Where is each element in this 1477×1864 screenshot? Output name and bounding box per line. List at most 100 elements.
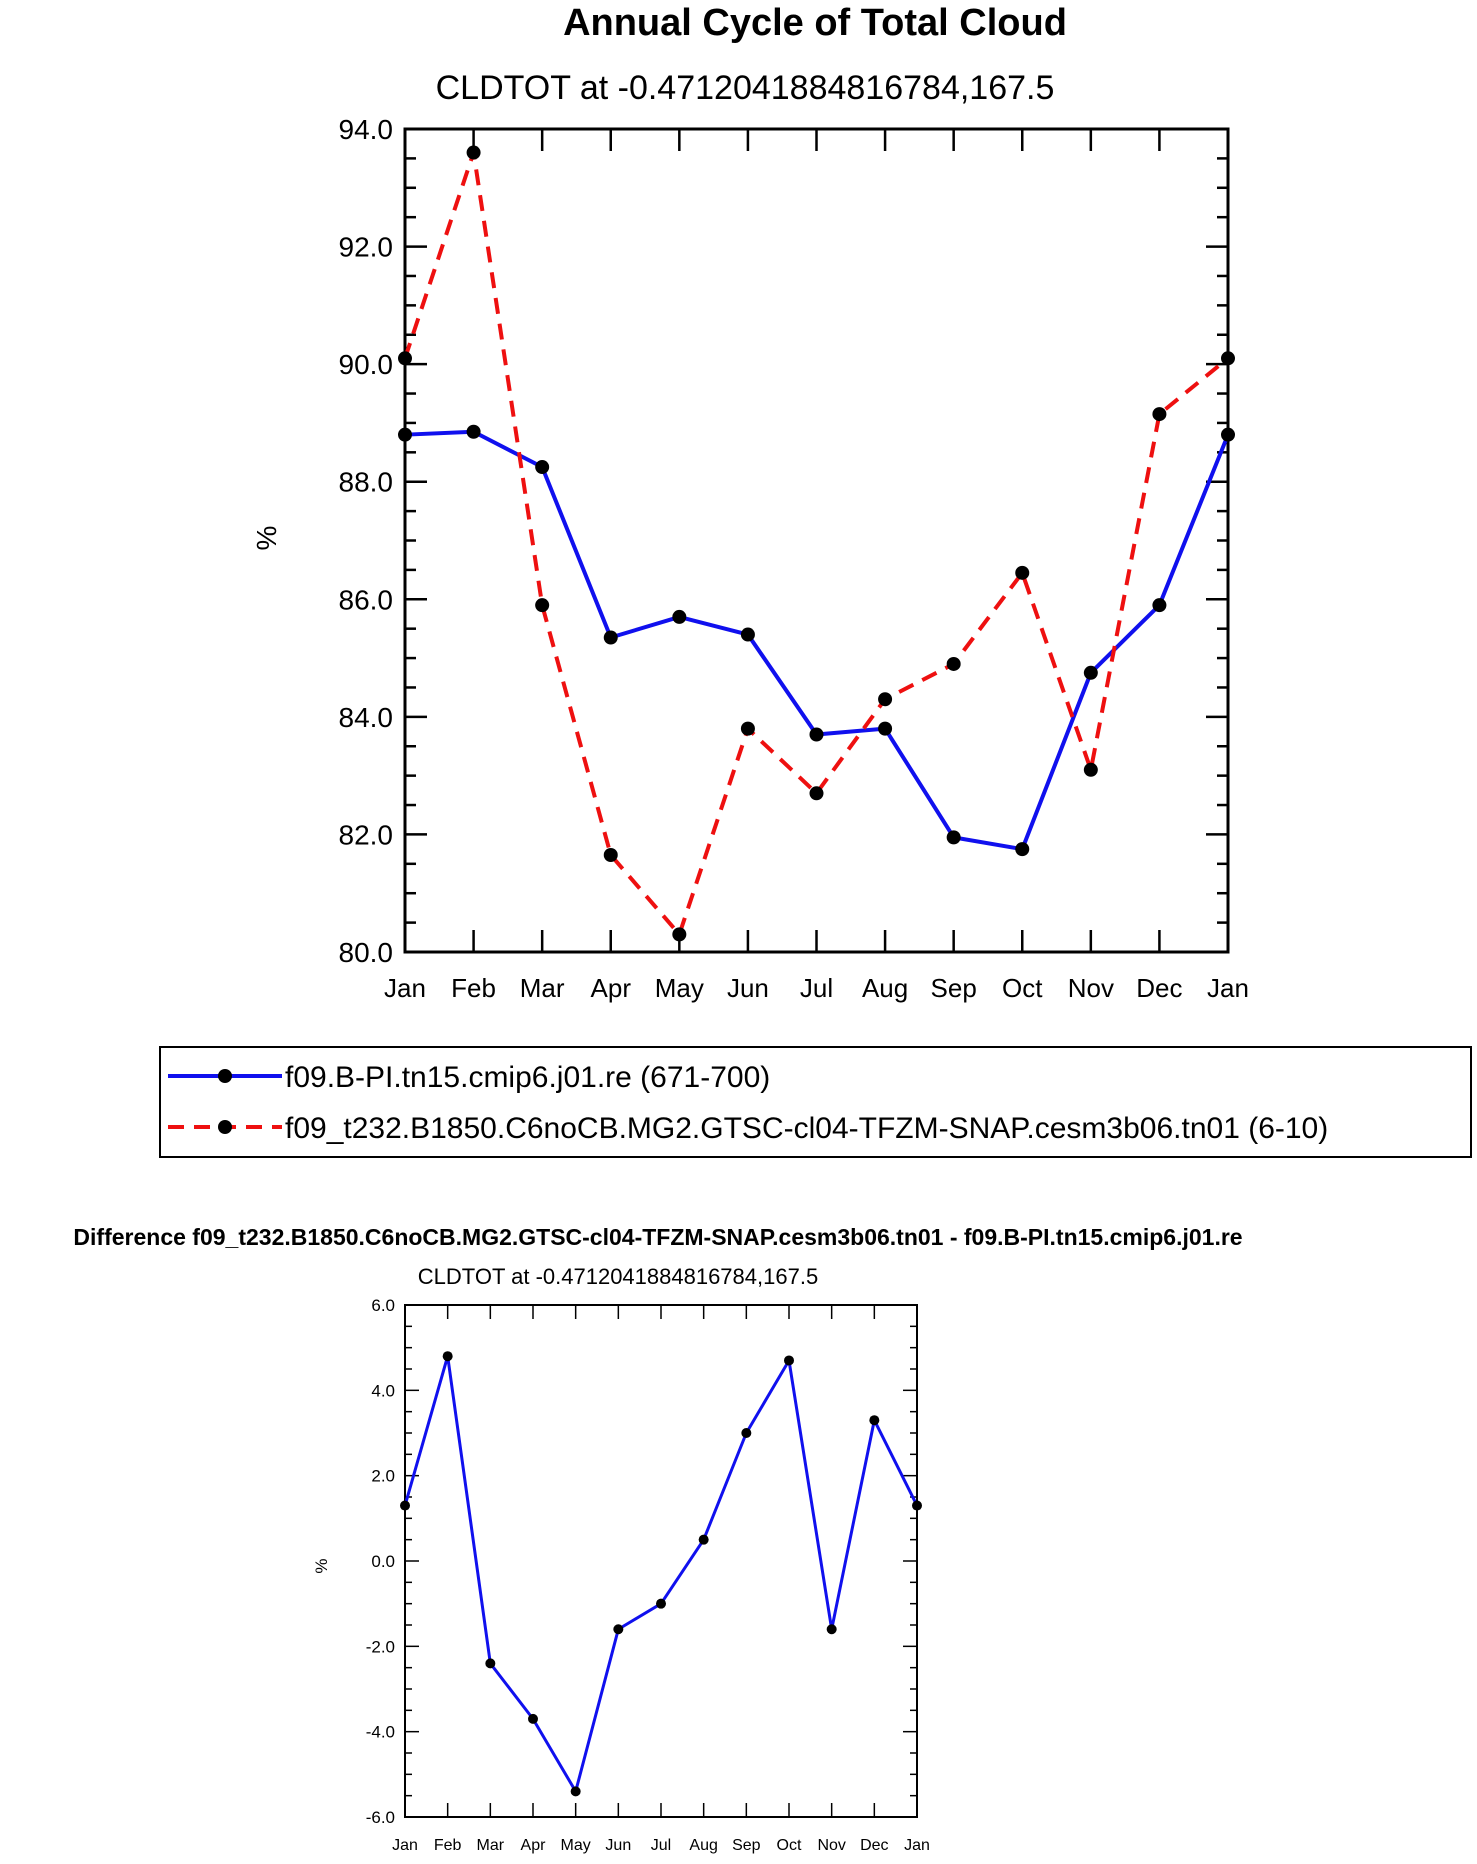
data-point-series-1	[740, 627, 755, 642]
data-point-series-1	[946, 830, 961, 845]
data-point-series-1	[672, 609, 687, 624]
x-tick-label: Jan	[904, 1837, 930, 1854]
data-point-series-2	[809, 786, 824, 801]
x-tick-label: Jun	[605, 1837, 631, 1854]
y-tick-label: 90.0	[339, 349, 394, 380]
y-tick-label: -2.0	[366, 1637, 395, 1656]
x-tick-label: Jul	[800, 973, 833, 1003]
legend-label-series-2: f09_t232.B1850.C6noCB.MG2.GTSC-cl04-TFZM…	[285, 1112, 1328, 1145]
x-tick-label: Jan	[1207, 973, 1249, 1003]
y-tick-label: -6.0	[366, 1808, 395, 1827]
data-point-series-1	[485, 1658, 496, 1669]
data-point-series-2	[1221, 351, 1235, 366]
x-tick-label: Mar	[477, 1837, 505, 1854]
x-tick-label: Aug	[862, 973, 908, 1003]
y-tick-label: 82.0	[339, 819, 394, 850]
x-tick-label: May	[655, 973, 704, 1003]
difference-y-axis-label: %	[312, 1558, 331, 1573]
difference-chart: Difference f09_t232.B1850.C6noCB.MG2.GTS…	[73, 1224, 1242, 1854]
data-point-series-1	[869, 1415, 880, 1426]
data-point-series-2	[535, 598, 550, 613]
x-tick-label: Nov	[1068, 973, 1114, 1003]
data-point-series-2	[946, 656, 961, 671]
plot-frame	[404, 1304, 918, 1818]
data-point-series-1	[826, 1624, 837, 1635]
x-tick-label: May	[561, 1837, 591, 1854]
annual-cycle-chart: Annual Cycle of Total Cloud CLDTOT at -0…	[159, 2, 1472, 1158]
legend-label-series-1: f09.B-PI.tn15.cmip6.j01.re (671-700)	[285, 1061, 770, 1094]
x-tick-label: Feb	[434, 1837, 462, 1854]
data-point-series-2	[603, 848, 618, 863]
x-tick-label: Mar	[520, 973, 565, 1003]
difference-axes: -6.0 -4.0 -2.0 0.0 2.0 4.0 6.0 Jan Feb Mar Apr May J…	[366, 1296, 930, 1854]
data-point-series-2	[1083, 762, 1098, 777]
data-point-series-1	[398, 427, 412, 442]
x-tick-label: Nov	[817, 1837, 845, 1854]
y-tick-label: 4.0	[371, 1381, 395, 1400]
data-point-series-1	[442, 1351, 453, 1362]
y-tick-label: -4.0	[366, 1723, 395, 1742]
x-tick-label: Jan	[384, 973, 426, 1003]
x-tick-label: Jan	[392, 1837, 418, 1854]
x-tick-label: Dec	[1136, 973, 1182, 1003]
data-point-series-1	[603, 630, 618, 645]
data-point-series-2	[398, 351, 412, 366]
data-point-series-1	[698, 1534, 709, 1545]
plot-frame	[403, 127, 1230, 954]
y-tick-label: 2.0	[371, 1467, 395, 1486]
data-point-series-1	[809, 727, 824, 742]
data-point-series-1	[1152, 598, 1167, 613]
data-point-series-1	[400, 1500, 410, 1511]
x-tick-label: Apr	[521, 1837, 547, 1854]
legend-box	[159, 1046, 1472, 1158]
y-tick-label: 88.0	[339, 467, 394, 498]
x-tick-label: Oct	[1002, 973, 1043, 1003]
data-point-series-2	[1152, 407, 1167, 422]
legend-marker-series-2	[218, 1120, 232, 1134]
series-line-1	[403, 1354, 919, 1793]
x-tick-label: Oct	[777, 1837, 802, 1854]
data-point-series-1	[912, 1500, 922, 1511]
data-point-series-2	[878, 692, 893, 707]
data-point-series-2	[466, 145, 481, 160]
series-line-2	[403, 150, 1230, 937]
y-tick-label: 6.0	[371, 1296, 395, 1315]
x-tick-label: Sep	[931, 973, 977, 1003]
x-tick-label: Sep	[732, 1837, 761, 1854]
data-point-series-2	[672, 927, 687, 942]
x-tick-label: Apr	[591, 973, 632, 1003]
data-point-series-1	[1015, 842, 1030, 857]
difference-plot-area	[400, 1351, 922, 1797]
y-tick-label: 94.0	[339, 114, 394, 145]
data-point-series-1	[1221, 427, 1235, 442]
legend-marker-series-1	[218, 1069, 232, 1083]
data-point-series-1	[784, 1355, 794, 1366]
x-tick-label: Feb	[451, 973, 496, 1003]
data-point-series-1	[570, 1786, 581, 1797]
plot-area	[398, 145, 1235, 942]
y-tick-label: 84.0	[339, 702, 394, 733]
data-point-series-1	[656, 1598, 666, 1609]
data-point-series-1	[613, 1624, 624, 1635]
data-point-series-1	[741, 1428, 752, 1438]
data-point-series-1	[466, 424, 481, 439]
y-tick-label: 86.0	[339, 584, 394, 615]
y-tick-label: 92.0	[339, 232, 394, 263]
difference-chart-title: Difference f09_t232.B1850.C6noCB.MG2.GTS…	[73, 1224, 1242, 1250]
chart-title: Annual Cycle of Total Cloud	[563, 2, 1067, 44]
y-tick-label: 80.0	[339, 937, 394, 968]
data-point-series-1	[1083, 665, 1098, 680]
data-point-series-2	[1015, 565, 1030, 580]
data-point-series-1	[528, 1713, 538, 1724]
difference-chart-subtitle: CLDTOT at -0.4712041884816784,167.5	[418, 1264, 818, 1289]
chart-subtitle: CLDTOT at -0.4712041884816784,167.5	[436, 69, 1055, 107]
legend: f09.B-PI.tn15.cmip6.j01.re (671-700) f09…	[159, 1046, 1472, 1158]
x-tick-label: Dec	[860, 1837, 888, 1854]
axes: 80.0 82.0 84.0 86.0 88.0 90.0 92.0 94.0 Jan Feb Ma…	[339, 114, 1249, 1003]
data-point-series-1	[878, 721, 893, 736]
x-tick-label: Jun	[727, 973, 769, 1003]
data-point-series-1	[535, 460, 550, 475]
y-tick-label: 0.0	[371, 1552, 395, 1571]
data-point-series-2	[740, 721, 755, 736]
